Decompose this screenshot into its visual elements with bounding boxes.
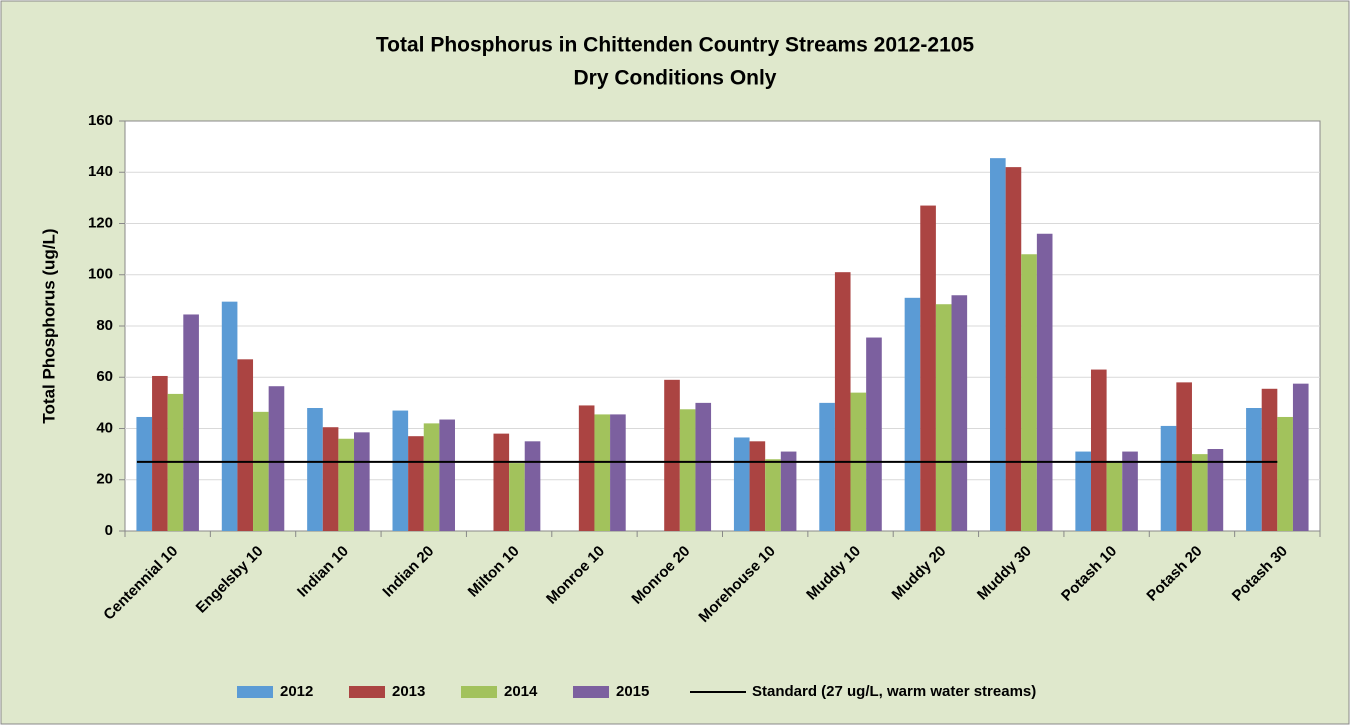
y-tick-label: 100: [88, 266, 113, 283]
y-tick-label: 80: [96, 317, 113, 334]
bar: [1036, 233, 1053, 531]
bar: [493, 433, 510, 531]
bar: [423, 423, 440, 531]
bar: [1261, 388, 1278, 531]
bar: [1021, 254, 1037, 531]
bar: [749, 441, 766, 531]
bar: [392, 410, 409, 531]
y-tick-label: 160: [88, 112, 113, 129]
bar: [1005, 167, 1022, 531]
bar: [1207, 449, 1224, 531]
y-axis-label: Total Phosphorus (ug/L): [39, 228, 58, 423]
legend-label: 2015: [616, 683, 649, 700]
y-tick-label: 60: [96, 368, 113, 385]
legend-swatch: [461, 686, 497, 698]
legend-label: 2012: [280, 683, 313, 700]
y-tick-label: 20: [96, 471, 113, 488]
bar: [1075, 451, 1091, 531]
bar: [920, 205, 936, 531]
bar: [152, 375, 168, 531]
bar: [1292, 383, 1309, 531]
bar: [594, 414, 611, 531]
bar: [866, 337, 882, 531]
bar: [1191, 454, 1208, 531]
bar: [1122, 451, 1138, 531]
bar: [990, 158, 1006, 531]
bar: [237, 359, 254, 531]
bar: [834, 272, 851, 531]
bar: [1277, 416, 1293, 531]
y-tick-label: 0: [105, 522, 113, 539]
bar: [610, 414, 626, 531]
bar: [136, 416, 153, 531]
bar: [354, 432, 370, 531]
bar: [524, 441, 541, 531]
chart-subtitle: Dry Conditions Only: [573, 67, 776, 90]
bar: [253, 411, 269, 531]
bar: [733, 437, 750, 531]
bar: [664, 379, 680, 531]
legend-swatch: [573, 686, 609, 698]
bar: [268, 386, 285, 531]
bar: [695, 402, 712, 531]
bar: [780, 451, 797, 531]
bar: [935, 304, 952, 531]
bar: [1160, 425, 1177, 531]
chart-title: Total Phosphorus in Chittenden Country S…: [376, 34, 975, 57]
y-tick-label: 40: [96, 419, 113, 436]
legend-label: 2014: [504, 683, 538, 700]
bar: [679, 409, 696, 531]
bar: [904, 297, 921, 531]
bar: [765, 459, 781, 531]
bar: [322, 427, 339, 531]
y-tick-label: 120: [88, 214, 113, 231]
legend-swatch: [237, 686, 273, 698]
bar: [439, 419, 455, 531]
bar: [221, 301, 238, 531]
bar: [819, 402, 835, 531]
legend-swatch: [349, 686, 385, 698]
y-tick-label: 140: [88, 163, 113, 180]
legend-label: 2013: [392, 683, 425, 700]
bar: [951, 295, 968, 531]
bar: [183, 314, 199, 531]
bar: [408, 436, 424, 531]
bar: [1106, 461, 1123, 531]
bar: [307, 408, 323, 531]
bar: [338, 438, 355, 531]
bar: [1090, 369, 1107, 531]
bar: [1246, 408, 1262, 531]
legend-label: Standard (27 ug/L, warm water streams): [752, 683, 1036, 700]
bar: [578, 405, 595, 531]
bar: [1176, 382, 1192, 531]
bar: [509, 463, 525, 531]
